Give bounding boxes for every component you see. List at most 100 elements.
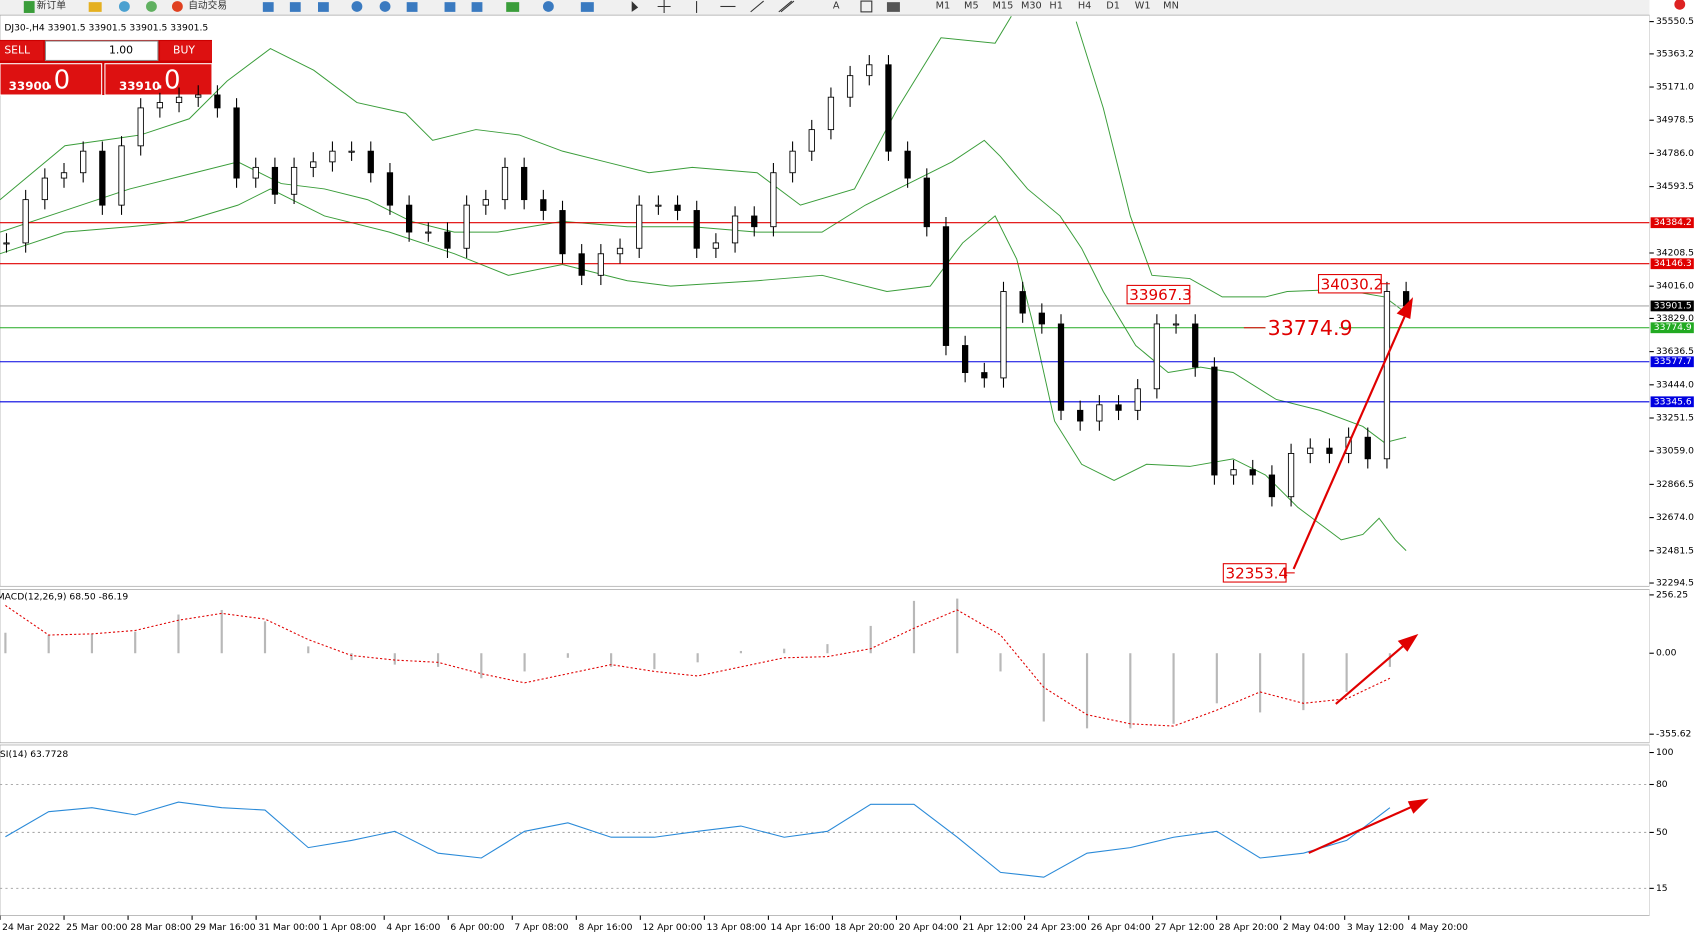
time-label: 25 Mar 00:00 xyxy=(66,922,127,933)
price-axis xyxy=(1649,0,1696,935)
price-tick-label: 34016.0 xyxy=(1656,281,1694,292)
annotation-label: 33967.3 xyxy=(1129,286,1192,304)
timeframe-button[interactable]: M15 xyxy=(993,0,1014,11)
macd-tick-label: -355.62 xyxy=(1656,729,1691,740)
timeframe-button[interactable]: M1 xyxy=(936,0,951,11)
ask-box[interactable] xyxy=(104,63,213,96)
price-tag xyxy=(1650,322,1694,334)
price-tick-label: 33636.5 xyxy=(1656,346,1694,357)
lots-value[interactable]: 1.00 xyxy=(109,44,133,57)
macd-tick-label: 0.00 xyxy=(1656,648,1677,659)
toolbar-icon[interactable] xyxy=(88,2,102,12)
timeframe-button[interactable]: W1 xyxy=(1135,0,1151,11)
price-tick-label: 32866.5 xyxy=(1656,479,1694,490)
notification-badge[interactable] xyxy=(1674,0,1686,10)
candle-body xyxy=(770,172,777,228)
time-label: 24 Mar 2022 xyxy=(2,922,60,933)
candle-body xyxy=(1287,453,1295,498)
bid-price[interactable]: 33900 xyxy=(9,79,50,93)
macd-bar xyxy=(1259,653,1262,713)
timeframe-button[interactable]: H1 xyxy=(1049,0,1063,11)
timeframe-button[interactable]: H4 xyxy=(1078,0,1092,11)
time-label: 24 Apr 23:00 xyxy=(1027,922,1087,933)
timeframe-button[interactable]: MN xyxy=(1163,0,1179,11)
macd-title: MACD(12,26,9) 68.50 -86.19 xyxy=(0,592,128,603)
macd-bar xyxy=(783,648,786,654)
price-tag xyxy=(1650,217,1694,229)
candle-body xyxy=(1307,447,1314,454)
candle-body xyxy=(942,226,950,346)
annotation-label: 32353.4 xyxy=(1225,564,1288,582)
time-label: 14 Apr 16:00 xyxy=(771,922,831,933)
bid-fraction[interactable]: .0 xyxy=(45,65,70,95)
macd-bar xyxy=(1302,653,1305,711)
rsi-line xyxy=(5,801,1391,878)
candle-body xyxy=(597,253,604,276)
axis-layer: 35550.5 35363.2 35171.0 34978.5 34786.0 34593… xyxy=(0,16,1694,933)
time-label: 6 Apr 00:00 xyxy=(450,922,504,933)
candle-body xyxy=(578,253,585,276)
candle-body xyxy=(214,94,221,109)
macd-bar xyxy=(47,635,50,654)
time-label: 4 Apr 16:00 xyxy=(386,922,440,933)
candle-body xyxy=(1249,469,1256,476)
candle-body xyxy=(636,204,643,249)
candle-body xyxy=(290,166,298,195)
candle-body xyxy=(1057,323,1065,411)
macd-bar xyxy=(653,653,656,670)
new-order-icon[interactable] xyxy=(23,1,35,13)
candle-body xyxy=(789,150,796,174)
candle-body xyxy=(866,64,873,77)
annotation-box xyxy=(1317,274,1382,294)
candle-body xyxy=(1230,469,1237,476)
candle-body xyxy=(1211,366,1218,476)
toolbar-icons[interactable]: A xyxy=(262,0,900,13)
auto-trading-button[interactable]: 自动交易 xyxy=(188,0,227,11)
sell-label[interactable]: SELL xyxy=(4,44,30,57)
buy-button[interactable] xyxy=(160,41,212,61)
annotation-box xyxy=(1265,315,1340,340)
macd-bar xyxy=(1388,653,1391,667)
candle-body xyxy=(923,177,930,228)
ask-fraction[interactable]: .0 xyxy=(156,65,181,95)
candle-body xyxy=(80,150,87,174)
auto-trading-icon[interactable] xyxy=(171,1,183,12)
macd-bar xyxy=(610,653,613,667)
new-order-button[interactable]: 新订单 xyxy=(37,0,66,11)
macd-bar xyxy=(436,653,440,667)
time-label: 20 Apr 04:00 xyxy=(899,922,959,933)
rsi-title: RSI(14) 63.7728 xyxy=(0,749,68,760)
time-label: 12 Apr 00:00 xyxy=(642,922,702,933)
candle-body xyxy=(846,75,854,98)
lots-input[interactable] xyxy=(44,40,159,62)
macd-tick-label: 256.25 xyxy=(1656,589,1688,600)
candle-body xyxy=(60,172,68,179)
candle-body xyxy=(1019,291,1026,314)
timeframe-button[interactable]: M30 xyxy=(1021,0,1042,11)
timeframe-button[interactable]: M5 xyxy=(964,0,979,11)
ask-price[interactable]: 33910 xyxy=(119,79,160,93)
toolbar-icon[interactable] xyxy=(146,1,157,12)
candle-body xyxy=(1326,447,1333,454)
candle-body xyxy=(1096,404,1103,422)
price-tick-label: 34978.5 xyxy=(1656,115,1694,126)
candle-body xyxy=(3,242,10,245)
toolbar-icon[interactable] xyxy=(118,1,130,12)
candle-body xyxy=(137,107,144,147)
symbol-info: DJ30-,H4 33901.5 33901.5 33901.5 33901.5 xyxy=(4,23,208,34)
macd-bar xyxy=(90,633,94,654)
candle-body xyxy=(482,199,489,206)
macd-bar xyxy=(912,600,916,654)
buy-label[interactable]: BUY xyxy=(173,44,195,57)
rsi-tick-label: 80 xyxy=(1656,779,1668,790)
candle-body xyxy=(175,96,183,103)
candle-body xyxy=(329,150,336,163)
macd-bar xyxy=(350,653,353,661)
price-tick-label: 34593.5 xyxy=(1656,181,1694,192)
sell-button[interactable] xyxy=(0,41,44,61)
price-tag-label: 33345.6 xyxy=(1654,396,1692,407)
timeframe-button[interactable]: D1 xyxy=(1106,0,1120,11)
price-tick-label: 32481.5 xyxy=(1656,545,1694,556)
bid-box[interactable] xyxy=(0,63,103,96)
